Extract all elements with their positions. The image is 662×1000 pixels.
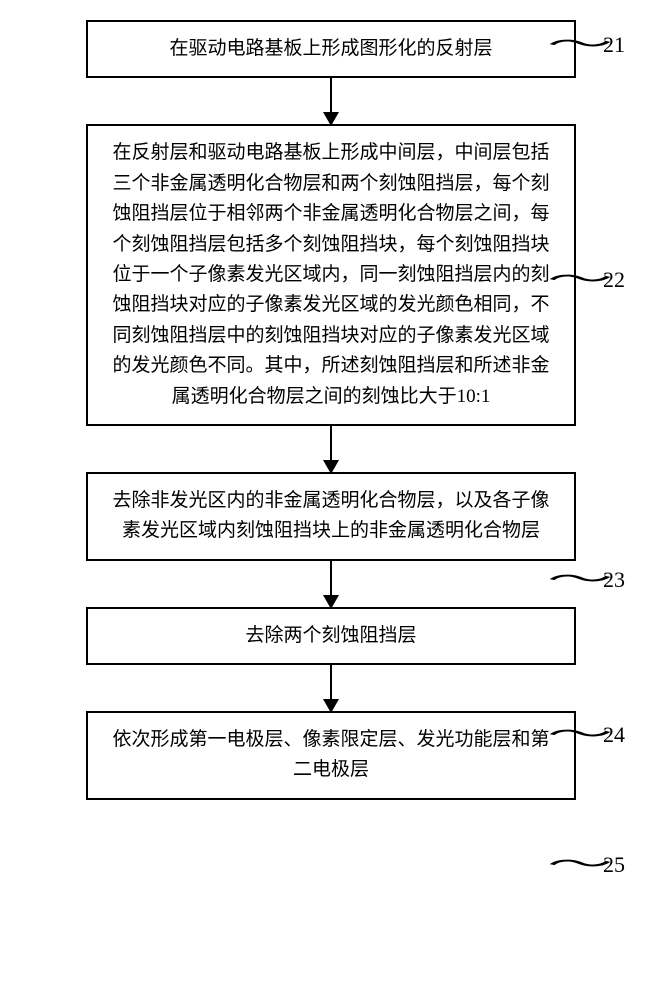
arrow <box>40 561 622 607</box>
tilde-connector-icon: 〜 <box>547 33 613 57</box>
step-box-21: 在驱动电路基板上形成图形化的反射层 <box>86 20 576 78</box>
arrow <box>40 426 622 472</box>
step-text: 去除非发光区内的非金属透明化合物层，以及各子像素发光区域内刻蚀阻挡块上的非金属透… <box>112 490 549 541</box>
step-label-23: 〜 23 <box>565 565 625 595</box>
tilde-connector-icon: 〜 <box>547 568 613 592</box>
process-flowchart: 在驱动电路基板上形成图形化的反射层 在反射层和驱动电路基板上形成中间层，中间层包… <box>0 20 662 800</box>
arrow <box>40 78 622 124</box>
step-label-21: 〜 21 <box>565 30 625 60</box>
step-box-22: 在反射层和驱动电路基板上形成中间层，中间层包括三个非金属透明化合物层和两个刻蚀阻… <box>86 124 576 426</box>
tilde-connector-icon: 〜 <box>547 853 613 877</box>
step-label-24: 〜 24 <box>565 720 625 750</box>
tilde-connector-icon: 〜 <box>547 268 613 292</box>
step-text: 在驱动电路基板上形成图形化的反射层 <box>169 38 492 59</box>
step-text: 在反射层和驱动电路基板上形成中间层，中间层包括三个非金属透明化合物层和两个刻蚀阻… <box>112 142 549 406</box>
step-box-23: 去除非发光区内的非金属透明化合物层，以及各子像素发光区域内刻蚀阻挡块上的非金属透… <box>86 472 576 561</box>
arrow <box>40 665 622 711</box>
step-text: 依次形成第一电极层、像素限定层、发光功能层和第二电极层 <box>112 729 549 780</box>
step-box-25: 依次形成第一电极层、像素限定层、发光功能层和第二电极层 <box>86 711 576 800</box>
step-text: 去除两个刻蚀阻挡层 <box>245 625 416 646</box>
step-label-25: 〜 25 <box>565 850 625 880</box>
step-box-24: 去除两个刻蚀阻挡层 <box>86 607 576 665</box>
step-label-22: 〜 22 <box>565 265 625 295</box>
tilde-connector-icon: 〜 <box>547 723 613 747</box>
